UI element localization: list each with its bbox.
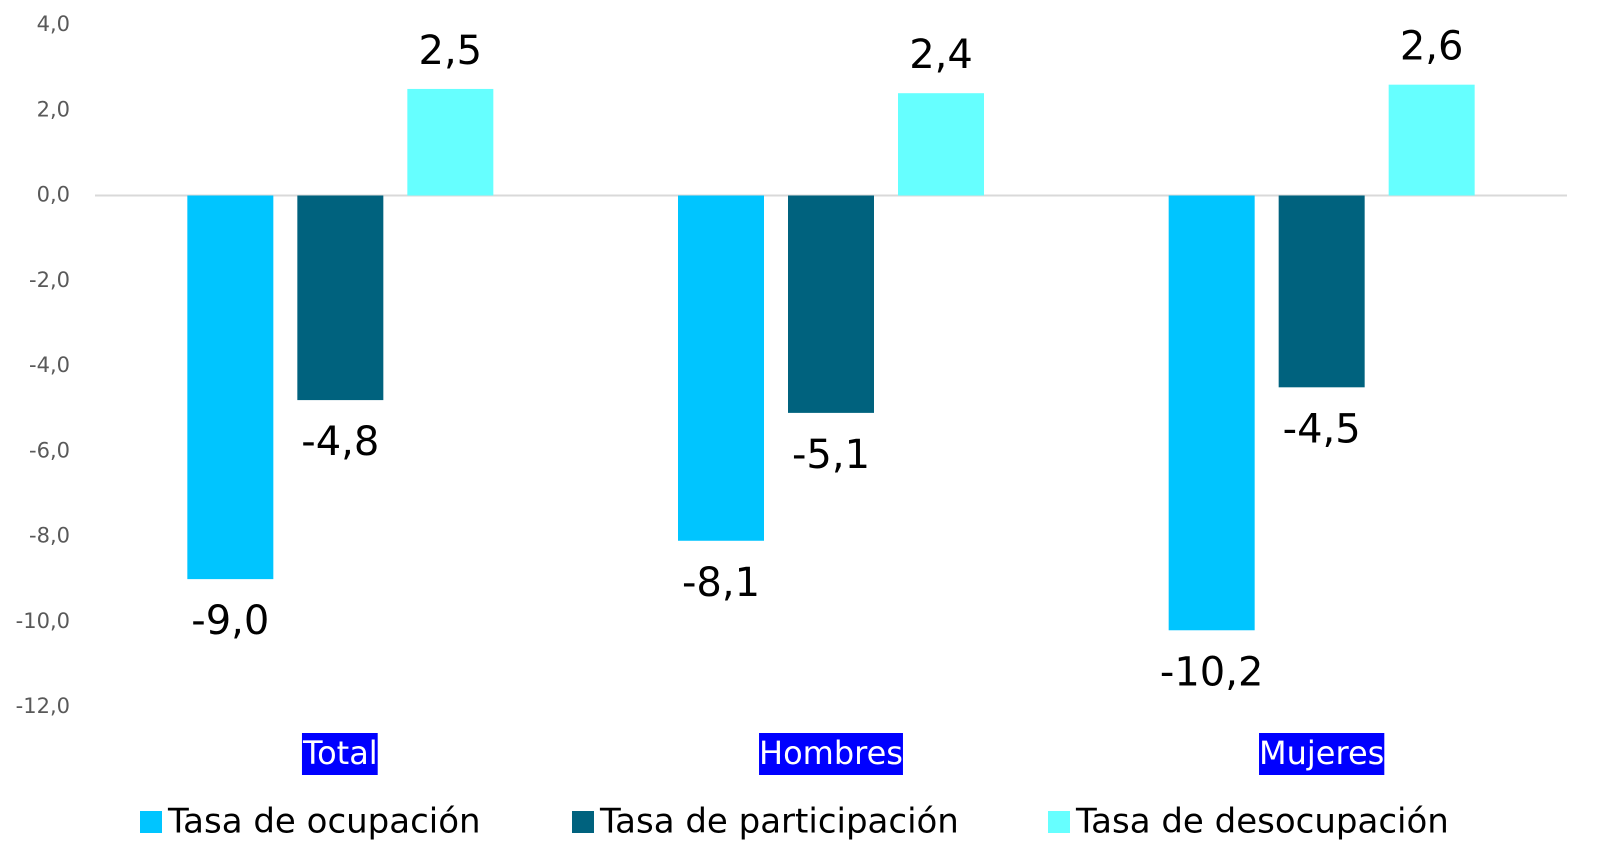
data-label: 2,6 — [1400, 24, 1464, 70]
bar — [297, 195, 384, 401]
legend-swatch — [572, 811, 594, 833]
y-tick-label: 4,0 — [37, 12, 70, 36]
y-tick-label: -6,0 — [29, 438, 70, 462]
bar — [678, 195, 764, 541]
category-label-bg — [759, 733, 903, 775]
data-label: 2,5 — [419, 28, 483, 74]
bar — [1168, 195, 1255, 631]
y-tick-label: -4,0 — [29, 353, 70, 377]
data-label: -4,5 — [1283, 406, 1361, 452]
bar — [1388, 84, 1475, 196]
y-tick-label: -10,0 — [16, 609, 70, 633]
y-tick-label: -12,0 — [16, 694, 70, 718]
bar — [788, 195, 874, 413]
x-tick-label: Total — [302, 734, 378, 772]
bar — [407, 88, 494, 196]
data-label: -5,1 — [792, 432, 870, 478]
data-label: -10,2 — [1160, 649, 1264, 695]
y-tick-label: 2,0 — [37, 97, 70, 121]
category-label-bg — [301, 733, 378, 775]
bar — [187, 195, 274, 580]
bar — [898, 93, 984, 196]
category-label-bg — [1259, 733, 1385, 775]
legend-label: Tasa de participación — [599, 802, 959, 842]
bar — [1278, 195, 1365, 388]
data-label: -8,1 — [682, 560, 760, 606]
legend-swatch — [1048, 811, 1070, 833]
legend-label: Tasa de ocupación — [167, 802, 481, 842]
x-tick-label: Hombres — [759, 734, 903, 772]
legend-swatch — [140, 811, 162, 833]
legend-label: Tasa de desocupación — [1075, 802, 1449, 842]
y-tick-label: -8,0 — [29, 524, 70, 548]
y-tick-label: -2,0 — [29, 268, 70, 292]
y-tick-label: 0,0 — [37, 183, 70, 207]
data-label: 2,4 — [909, 32, 973, 78]
x-tick-label: Mujeres — [1259, 734, 1384, 772]
data-label: -9,0 — [191, 598, 269, 644]
data-label: -4,8 — [301, 419, 379, 465]
